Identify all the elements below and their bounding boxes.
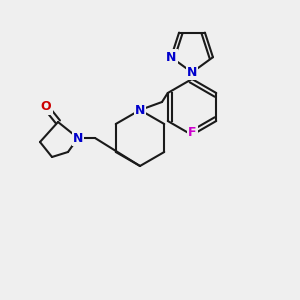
- Text: N: N: [187, 66, 197, 79]
- Text: N: N: [135, 103, 145, 116]
- Text: F: F: [188, 127, 196, 140]
- Text: O: O: [41, 100, 51, 113]
- Text: N: N: [73, 131, 83, 145]
- Text: N: N: [166, 51, 176, 64]
